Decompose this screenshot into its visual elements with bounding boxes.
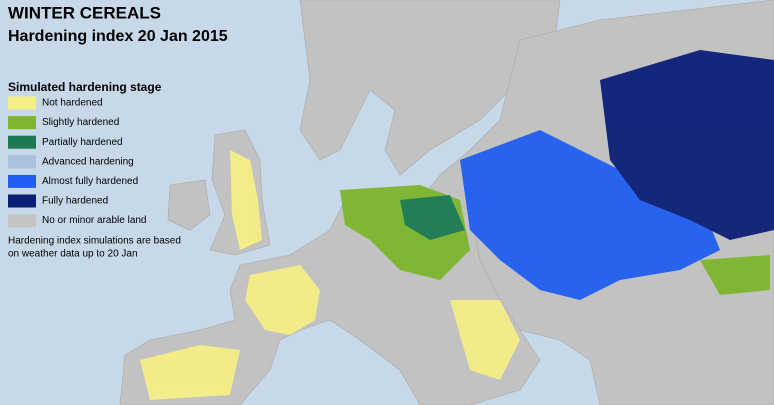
legend-label: Not hardened [42, 98, 103, 109]
legend-swatch [8, 174, 36, 188]
legend-title: Simulated hardening stage [8, 80, 162, 94]
legend-swatch [8, 194, 36, 208]
legend: Not hardened Slightly hardened Partially h… [8, 96, 147, 228]
legend-label: Almost fully hardened [42, 176, 138, 187]
legend-label: No or minor arable land [42, 215, 147, 226]
legend-label: Advanced hardening [42, 156, 134, 167]
legend-swatch [8, 96, 36, 110]
legend-label: Slightly hardened [42, 117, 119, 128]
subtitle: Hardening index 20 Jan 2015 [8, 28, 228, 45]
note: Hardening index simulations are based on … [8, 236, 181, 260]
hardening-areas [140, 50, 774, 400]
note-line: on weather data up to 20 Jan [8, 249, 138, 260]
legend-swatch [8, 135, 36, 149]
note-line: Hardening index simulations are based [8, 236, 181, 247]
title: WINTER CEREALS [8, 3, 161, 22]
legend-label: Partially hardened [42, 137, 123, 148]
legend-label: Fully hardened [42, 196, 108, 207]
legend-swatch [8, 214, 36, 228]
legend-swatch [8, 155, 36, 169]
legend-swatch [8, 116, 36, 130]
